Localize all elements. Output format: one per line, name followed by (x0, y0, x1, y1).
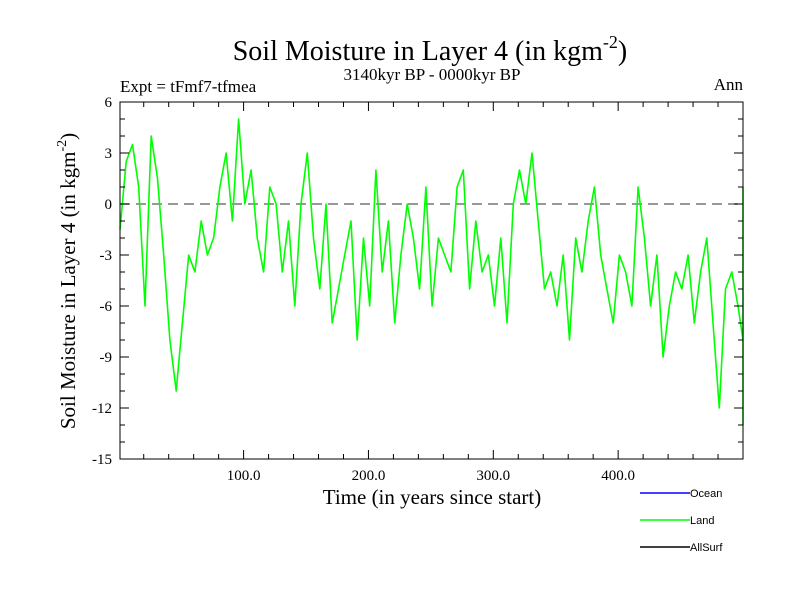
y-tick-label: 3 (105, 146, 113, 162)
axis-ticks-group: 100.0 200.0 300.0 400.0 6 3 0 -3 -6 -9 -12 -15 (92, 95, 743, 484)
chart-title-close: ) (618, 36, 627, 67)
x-axis-label: Time (in years since start) (323, 485, 542, 509)
legend: Ocean Land AllSurf (640, 488, 723, 554)
legend-label-land: Land (690, 515, 714, 527)
y-axis-label: Soil Moisture in Layer 4 (in kgm-2) (55, 133, 80, 429)
y-axis-label-close: ) (56, 133, 80, 140)
season-label: Ann (714, 75, 744, 94)
plot-frame (119, 101, 744, 460)
chart-title-superscript: -2 (603, 32, 618, 52)
y-tick-label: -15 (92, 452, 112, 468)
y-tick-label: -3 (100, 248, 113, 264)
y-axis-label-superscript: -2 (55, 140, 70, 152)
time-range-label: 3140kyr BP - 0000kyr BP (344, 65, 521, 84)
y-tick-label: -12 (92, 401, 112, 417)
x-tick-label: 300.0 (476, 468, 510, 484)
legend-label-allsurf: AllSurf (690, 542, 723, 554)
chart-title: Soil Moisture in Layer 4 (in kgm-2) (233, 32, 628, 67)
legend-label-ocean: Ocean (690, 488, 722, 500)
experiment-label: Expt = tFmf7-tfmea (120, 77, 257, 96)
x-tick-label: 400.0 (601, 468, 635, 484)
x-tick-label: 200.0 (352, 468, 386, 484)
x-tick-label: 100.0 (227, 468, 261, 484)
y-tick-label: -6 (100, 299, 113, 315)
y-tick-label: 6 (105, 95, 113, 111)
series-line-land (119, 118, 744, 426)
y-tick-label: 0 (105, 197, 113, 213)
data-series-group (119, 118, 744, 426)
y-tick-label: -9 (100, 350, 113, 366)
